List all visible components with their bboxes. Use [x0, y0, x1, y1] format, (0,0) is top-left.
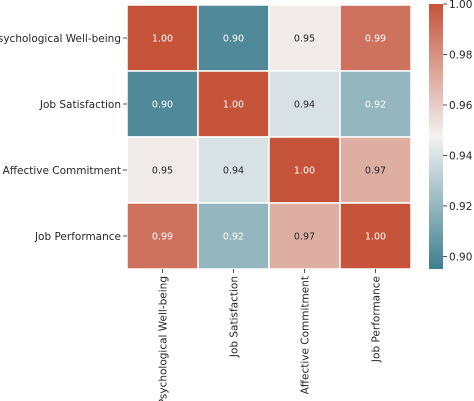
- cell-value-label: 0.90: [152, 100, 173, 111]
- colorbar-tick-label: 0.98: [449, 49, 472, 61]
- column-label: Affective Commitment: [300, 276, 312, 394]
- row-label: Affective Commitment: [3, 165, 121, 177]
- colorbar-tick-label: 1.00: [449, 0, 472, 11]
- cell-value-label: 0.99: [365, 34, 386, 45]
- cell-value-label: 1.00: [223, 100, 244, 111]
- colorbar: 0.90 0.92 0.94 0.96 0.98 1.00: [429, 0, 473, 269]
- colorbar-gradient: [429, 4, 443, 269]
- cell-value-label: 0.90: [223, 34, 244, 45]
- heatmap-cell: [339, 70, 412, 138]
- heatmap-cell: [197, 70, 270, 138]
- heatmap-cell: [197, 202, 270, 270]
- cell-value-labels: 1.00 0.90 0.95 0.99 0.90 1.00 0.94 0.92 0.95 0.94…: [152, 34, 386, 243]
- heatmap-cell: [197, 136, 270, 204]
- colorbar-tick-label: 0.96: [449, 100, 473, 112]
- colorbar-tick-label: 0.90: [449, 251, 472, 263]
- heatmap-cells: [126, 4, 412, 270]
- column-label: Job Satisfaction: [229, 276, 241, 358]
- cell-value-label: 1.00: [152, 34, 173, 45]
- row-label: Job Performance: [34, 231, 121, 243]
- cell-value-label: 0.94: [294, 100, 315, 111]
- cell-value-label: 0.97: [294, 232, 315, 243]
- column-labels: Psychological Well-being Job Satisfaction…: [158, 269, 383, 401]
- cell-value-label: 0.92: [365, 100, 386, 111]
- colorbar-tick-label: 0.92: [449, 201, 472, 213]
- column-label: Job Performance: [371, 276, 383, 363]
- cell-value-label: 0.97: [365, 166, 386, 177]
- heatmap-cell: [197, 4, 270, 72]
- cell-value-label: 0.95: [152, 166, 173, 177]
- heatmap-cell: [339, 4, 412, 72]
- cell-value-label: 0.99: [152, 232, 173, 243]
- row-label: Psychological Well-being: [0, 33, 121, 45]
- cell-value-label: 1.00: [365, 232, 386, 243]
- cell-value-label: 0.92: [223, 232, 244, 243]
- heatmap-cell: [339, 202, 412, 270]
- heatmap-cell: [126, 4, 199, 72]
- row-label: Job Satisfaction: [39, 99, 121, 111]
- cell-value-label: 0.94: [223, 166, 244, 177]
- heatmap-cell: [339, 136, 412, 204]
- colorbar-tick-label: 0.94: [449, 150, 473, 162]
- column-label: Psychological Well-being: [158, 276, 170, 401]
- cell-value-label: 0.95: [294, 34, 315, 45]
- row-labels: Psychological Well-being Job Satisfaction…: [0, 33, 127, 243]
- cell-value-label: 1.00: [294, 166, 315, 177]
